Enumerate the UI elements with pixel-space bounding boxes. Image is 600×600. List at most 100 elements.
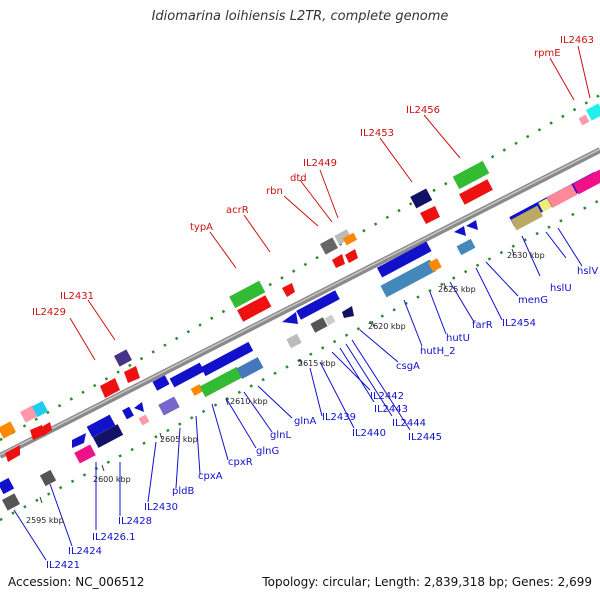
gene-block	[2, 493, 20, 511]
label-leaders	[13, 45, 591, 561]
gene-label-reverse: hutH_2	[420, 346, 455, 357]
gene-block	[114, 349, 132, 367]
gene-block	[342, 306, 354, 318]
gene-label-reverse: IL2454	[502, 318, 536, 329]
tick-label: 2630 kbp	[507, 251, 545, 260]
forward-gene-blocks	[0, 103, 600, 462]
tick-label: 2610 kbp	[230, 397, 268, 406]
gene-label-reverse: farR	[472, 320, 493, 331]
gene-block	[586, 103, 600, 121]
reverse-gene-blocks	[0, 169, 600, 511]
gene-label-reverse: IL2421	[46, 560, 80, 571]
gene-block	[454, 226, 466, 236]
gene-block	[122, 406, 134, 420]
gene-block	[237, 295, 272, 322]
gene-label-reverse: hslU	[550, 283, 572, 294]
gene-block	[452, 160, 490, 190]
gene-block	[320, 237, 338, 255]
gene-block	[0, 421, 16, 439]
gene-block	[169, 362, 205, 388]
gene-label-forward: rbn	[266, 186, 283, 197]
gene-block	[466, 220, 478, 230]
page-title: Idiomarina loihiensis L2TR, complete gen…	[151, 9, 449, 24]
gene-label-forward: acrR	[226, 205, 249, 216]
gene-label-reverse: glnA	[294, 416, 316, 427]
gene-block	[345, 249, 358, 263]
gene-label-forward: dtd	[290, 173, 307, 184]
gene-block	[456, 238, 476, 256]
gene-block	[0, 477, 15, 495]
gene-label-reverse: menG	[518, 295, 548, 306]
gene-block	[380, 259, 437, 298]
gene-block	[86, 414, 116, 438]
gene-block	[342, 232, 358, 246]
tick-label: 2605 kbp	[160, 435, 198, 444]
gene-label-forward: IL2449	[303, 158, 337, 169]
gene-label-reverse: IL2426.1	[92, 532, 136, 543]
gene-label-forward: rpmE	[534, 48, 561, 59]
gene-label-forward: IL2463	[560, 35, 594, 46]
gene-block	[459, 179, 493, 205]
gene-block	[229, 280, 266, 309]
gene-block	[5, 445, 20, 462]
gene-label-reverse: IL2443	[374, 404, 408, 415]
gene-block	[310, 317, 328, 333]
gene-label-forward: IL2431	[60, 291, 94, 302]
gene-block	[546, 184, 578, 208]
gene-block	[200, 341, 254, 377]
gene-block	[39, 469, 57, 487]
gene-block	[410, 188, 433, 209]
tick-label: 2620 kbp	[368, 322, 406, 331]
gene-block	[40, 422, 52, 436]
gene-block	[286, 333, 302, 349]
gene-label-forward: IL2456	[406, 105, 440, 116]
tick-label: 2600 kbp	[93, 475, 131, 484]
gene-block	[134, 402, 144, 412]
genome-backbone-highlight	[0, 148, 600, 456]
gene-block	[510, 205, 544, 231]
gene-block	[158, 396, 180, 416]
gene-block	[92, 424, 124, 448]
gene-label-forward: IL2453	[360, 128, 394, 139]
gene-block	[100, 378, 120, 398]
gene-label-reverse: glnL	[270, 430, 291, 441]
gene-block	[420, 206, 440, 224]
gene-label-reverse: IL2445	[408, 432, 442, 443]
gene-block	[332, 254, 345, 268]
tick-label: 2615 kbp	[298, 359, 336, 368]
gene-block	[282, 283, 295, 297]
gene-block	[152, 375, 170, 391]
gene-label-reverse: glnG	[256, 446, 279, 457]
gene-block	[74, 444, 96, 464]
genome-backbone	[0, 147, 600, 459]
gene-block	[572, 169, 600, 195]
gene-label-reverse: IL2430	[144, 502, 178, 513]
gene-block	[236, 357, 264, 379]
gene-label-reverse: IL2428	[118, 516, 152, 527]
gene-label-reverse: IL2439	[322, 412, 356, 423]
gene-label-forward: IL2429	[32, 307, 66, 318]
gene-block	[376, 241, 432, 278]
scale-ticks	[39, 248, 515, 504]
gene-label-forward: typA	[190, 222, 213, 233]
gene-block	[138, 414, 150, 426]
gene-block	[199, 366, 243, 398]
gene-block	[296, 290, 340, 320]
gene-block	[20, 405, 38, 423]
gene-label-reverse: cpxR	[228, 457, 253, 468]
tick-label: 2595 kbp	[26, 516, 64, 525]
gene-label-reverse: IL2444	[392, 418, 426, 429]
gene-label-reverse: pldB	[172, 486, 194, 497]
gene-block	[282, 312, 298, 324]
gene-block	[428, 258, 442, 272]
gene-block	[324, 314, 336, 326]
upper-dotted-guide	[0, 93, 600, 442]
gene-block	[334, 229, 352, 245]
gene-label-reverse: IL2440	[352, 428, 386, 439]
gene-block	[578, 114, 590, 126]
gene-label-reverse: cpxA	[198, 471, 223, 482]
gene-label-reverse: hslV	[577, 266, 598, 277]
genome-summary-text: Topology: circular; Length: 2,839,318 bp…	[262, 575, 592, 589]
tick-label: 2625 kbp	[438, 285, 476, 294]
